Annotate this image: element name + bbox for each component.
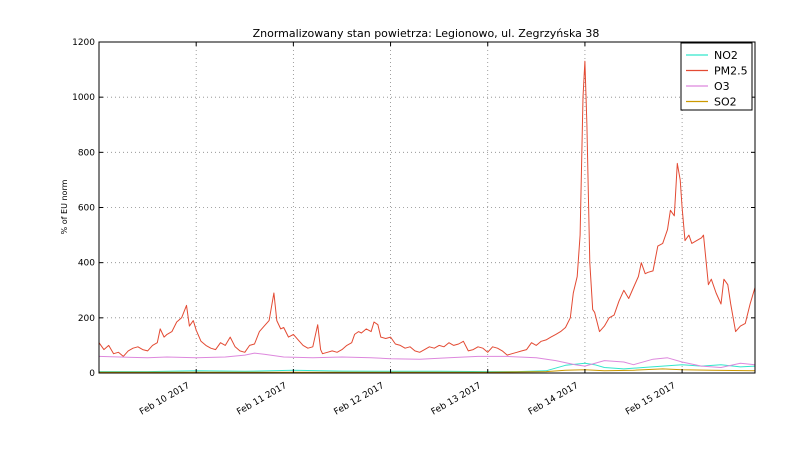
legend-box: [680, 42, 753, 111]
y-tick-label: 1000: [72, 93, 95, 103]
y-tick-label: 200: [78, 314, 95, 324]
y-tick-label: 1200: [72, 38, 95, 48]
x-tick-label: Feb 14 2017: [527, 381, 581, 418]
y-tick-label: 400: [78, 259, 95, 269]
x-tick-label: Feb 13 2017: [430, 381, 484, 418]
series-line-pm25: [98, 60, 756, 357]
series-line-o3: [98, 352, 756, 368]
y-tick-label: 0: [89, 369, 95, 379]
legend-label: PM2.5: [714, 65, 748, 78]
legend-label: NO2: [714, 49, 738, 62]
y-tick-label: 600: [78, 204, 95, 214]
y-ticks: 0 200 400 600 800 1000 1200: [72, 38, 755, 379]
legend: NO2 PM2.5 O3 SO2: [680, 42, 753, 111]
y-tick-label: 800: [78, 148, 95, 158]
series-lines: [98, 60, 756, 373]
y-axis-label: % of EU norm: [60, 179, 69, 234]
series-line-no2: [99, 362, 756, 373]
x-tick-label: Feb 12 2017: [333, 381, 387, 418]
x-tick-label: Feb 11 2017: [235, 381, 289, 418]
chart-title: Znormalizowany stan powietrza: Legionowo…: [253, 27, 600, 40]
series-line-so2: [99, 368, 756, 373]
x-tick-label: Feb 15 2017: [624, 381, 678, 418]
legend-label: SO2: [714, 96, 737, 109]
legend-label: O3: [714, 80, 730, 93]
x-tick-label: Feb 10 2017: [138, 381, 192, 418]
grid: [99, 42, 755, 373]
